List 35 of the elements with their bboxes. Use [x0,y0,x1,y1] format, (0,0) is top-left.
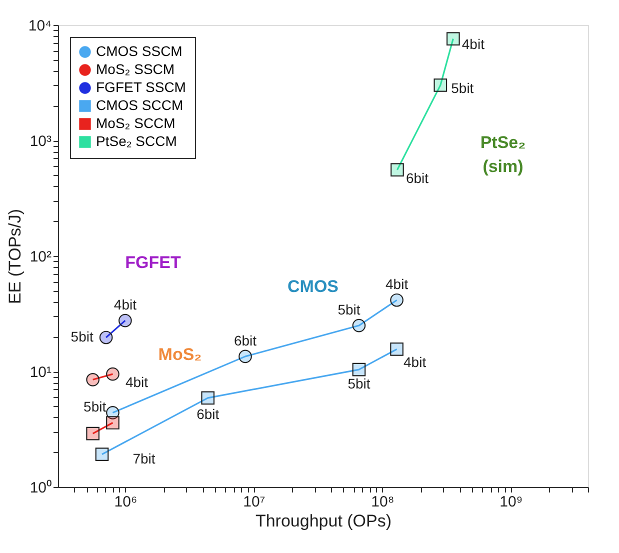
legend-label: MoS₂ SSCM [96,61,175,77]
annotation: 4bit [386,276,408,292]
x-tick-label: 10⁶ [114,494,138,510]
legend-label: FGFET SSCM [96,79,186,95]
annotation: 5bit [84,398,106,415]
x-tick-label: 10⁹ [500,494,523,510]
legend-label: MoS₂ SCCM [96,115,176,131]
legend-label: CMOS SCCM [96,97,184,113]
legend-label: PtSe₂ SCCM [96,133,177,149]
y-tick-label: 10⁰ [30,480,52,496]
x-tick-label: 10⁷ [243,494,266,510]
annotation: 5bit [348,376,370,392]
annotation: MoS₂ [158,345,202,364]
annotation: 7bit [132,450,156,466]
y-tick-label: 10⁴ [28,18,52,34]
y-tick-label: 10² [30,248,52,266]
annotation: CMOS [288,277,338,296]
annotation: 4bit [462,36,485,52]
annotation: 4bit [114,296,137,313]
x-tick-label: 10⁸ [371,494,394,510]
x-axis-title: Throughput (OPs) [255,512,392,530]
legend-label: CMOS SSCM [96,43,182,59]
annotation: 6bit [196,406,220,422]
annotation: 4bit [404,354,426,370]
annotation: 5bit [338,302,360,318]
annotation: 5bit [451,80,474,96]
annotation: 6bit [234,332,257,348]
y-axis-title: EE (TOPs/J) [5,208,24,304]
annotation: PtSe₂ (sim) [480,133,526,176]
y-tick-label: 10¹ [30,364,52,381]
y-tick-label: 10³ [30,133,52,150]
annotation: 4bit [125,374,148,390]
annotation: 6bit [406,170,429,186]
annotation: FGFET [125,253,182,272]
annotation: 5bit [70,328,94,344]
